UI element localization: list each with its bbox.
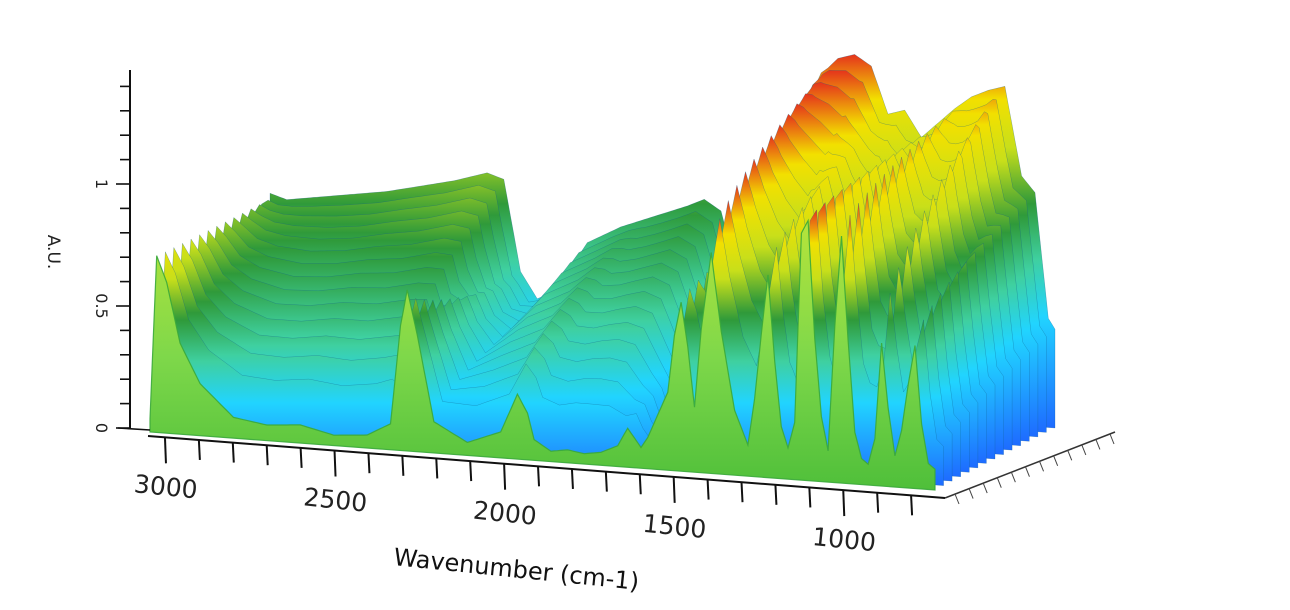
y-axis-title: A.U. (43, 235, 63, 270)
x-minor-tick (265, 445, 269, 466)
x-minor-tick (367, 453, 371, 474)
x-tick-label: 1000 (811, 522, 877, 557)
depth-axis-tick (954, 493, 960, 505)
depth-axis-tick (982, 482, 988, 494)
x-minor-tick (774, 484, 778, 505)
x-minor-tick (876, 492, 880, 513)
y-zero-line (117, 427, 151, 431)
x-axis-line (147, 435, 946, 499)
depth-axis-tick (996, 477, 1002, 488)
x-tick-label: 2500 (302, 482, 368, 517)
x-minor-tick (197, 439, 201, 461)
x-major-tick (333, 450, 337, 477)
depth-axis-tick (1024, 466, 1030, 477)
y-tick-label: 0 (92, 423, 111, 433)
surface-layer (149, 54, 1056, 491)
x-tick-label: 3000 (133, 469, 199, 504)
x-tick-label: 1500 (641, 509, 707, 544)
y-tick-label: 1 (92, 179, 111, 189)
depth-axis-tick (968, 488, 974, 499)
x-tick-label: 2000 (472, 496, 538, 531)
x-minor-tick (638, 474, 642, 495)
x-major-tick (842, 490, 846, 517)
x-minor-tick (435, 458, 439, 479)
x-minor-tick (604, 471, 608, 492)
x-major-tick (672, 476, 676, 503)
axes-layer: 3000 2500 2000 1500 1000 0 0.5 1 (92, 70, 1116, 557)
depth-axis-tick (1081, 444, 1087, 456)
depth-axis-tick (1053, 455, 1059, 467)
x-minor-tick (740, 482, 744, 503)
depth-axis-tick (1010, 471, 1016, 483)
y-tick-label: 0.5 (92, 293, 111, 318)
front-spectrum-series (149, 218, 936, 491)
x-axis-title: Wavenumber (cm-1) (392, 543, 640, 596)
depth-axis-tick (1095, 439, 1101, 450)
x-major-tick (503, 463, 507, 490)
depth-axis-tick (1039, 461, 1045, 472)
depth-axis-tick (1067, 450, 1073, 461)
x-minor-tick (537, 466, 541, 487)
x-minor-tick (570, 468, 574, 490)
x-minor-tick (299, 447, 303, 468)
x-minor-tick (469, 461, 473, 482)
x-minor-tick (910, 495, 914, 516)
x-minor-tick (706, 479, 710, 500)
depth-axis-tick (1109, 433, 1115, 445)
x-minor-tick (401, 455, 405, 476)
x-minor-tick (231, 442, 235, 463)
waterfall-slice (158, 209, 944, 486)
depth-axis-line (944, 431, 1116, 499)
x-major-tick (163, 437, 167, 464)
x-minor-tick (808, 487, 812, 508)
